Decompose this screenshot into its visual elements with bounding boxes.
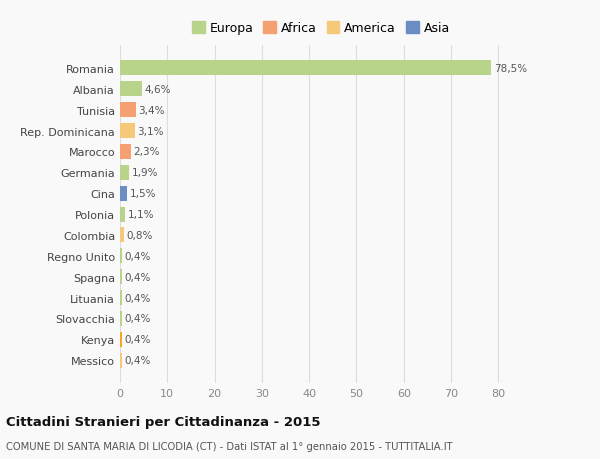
Text: 0,4%: 0,4% <box>124 335 151 345</box>
Text: 4,6%: 4,6% <box>144 84 170 95</box>
Text: 1,5%: 1,5% <box>130 189 156 199</box>
Text: Cittadini Stranieri per Cittadinanza - 2015: Cittadini Stranieri per Cittadinanza - 2… <box>6 415 320 428</box>
Text: 0,4%: 0,4% <box>124 355 151 365</box>
Bar <box>120 207 125 222</box>
Bar <box>120 186 127 201</box>
Bar <box>120 165 129 180</box>
Bar <box>120 61 491 76</box>
Text: 0,8%: 0,8% <box>126 230 152 241</box>
Text: 0,4%: 0,4% <box>124 293 151 303</box>
Bar <box>120 332 122 347</box>
Bar <box>120 311 122 326</box>
Text: 2,3%: 2,3% <box>133 147 160 157</box>
Text: 3,1%: 3,1% <box>137 126 164 136</box>
Bar <box>120 82 142 97</box>
Bar <box>120 249 122 264</box>
Text: 0,4%: 0,4% <box>124 314 151 324</box>
Text: 78,5%: 78,5% <box>494 64 527 74</box>
Text: COMUNE DI SANTA MARIA DI LICODIA (CT) - Dati ISTAT al 1° gennaio 2015 - TUTTITAL: COMUNE DI SANTA MARIA DI LICODIA (CT) - … <box>6 441 452 451</box>
Bar <box>120 145 131 160</box>
Bar <box>120 103 136 118</box>
Text: 1,1%: 1,1% <box>128 210 154 219</box>
Bar <box>120 124 134 139</box>
Bar <box>120 269 122 285</box>
Text: 0,4%: 0,4% <box>124 251 151 261</box>
Legend: Europa, Africa, America, Asia: Europa, Africa, America, Asia <box>188 18 454 39</box>
Bar <box>120 291 122 305</box>
Text: 3,4%: 3,4% <box>139 106 165 115</box>
Bar <box>120 228 124 243</box>
Text: 1,9%: 1,9% <box>131 168 158 178</box>
Text: 0,4%: 0,4% <box>124 272 151 282</box>
Bar <box>120 353 122 368</box>
